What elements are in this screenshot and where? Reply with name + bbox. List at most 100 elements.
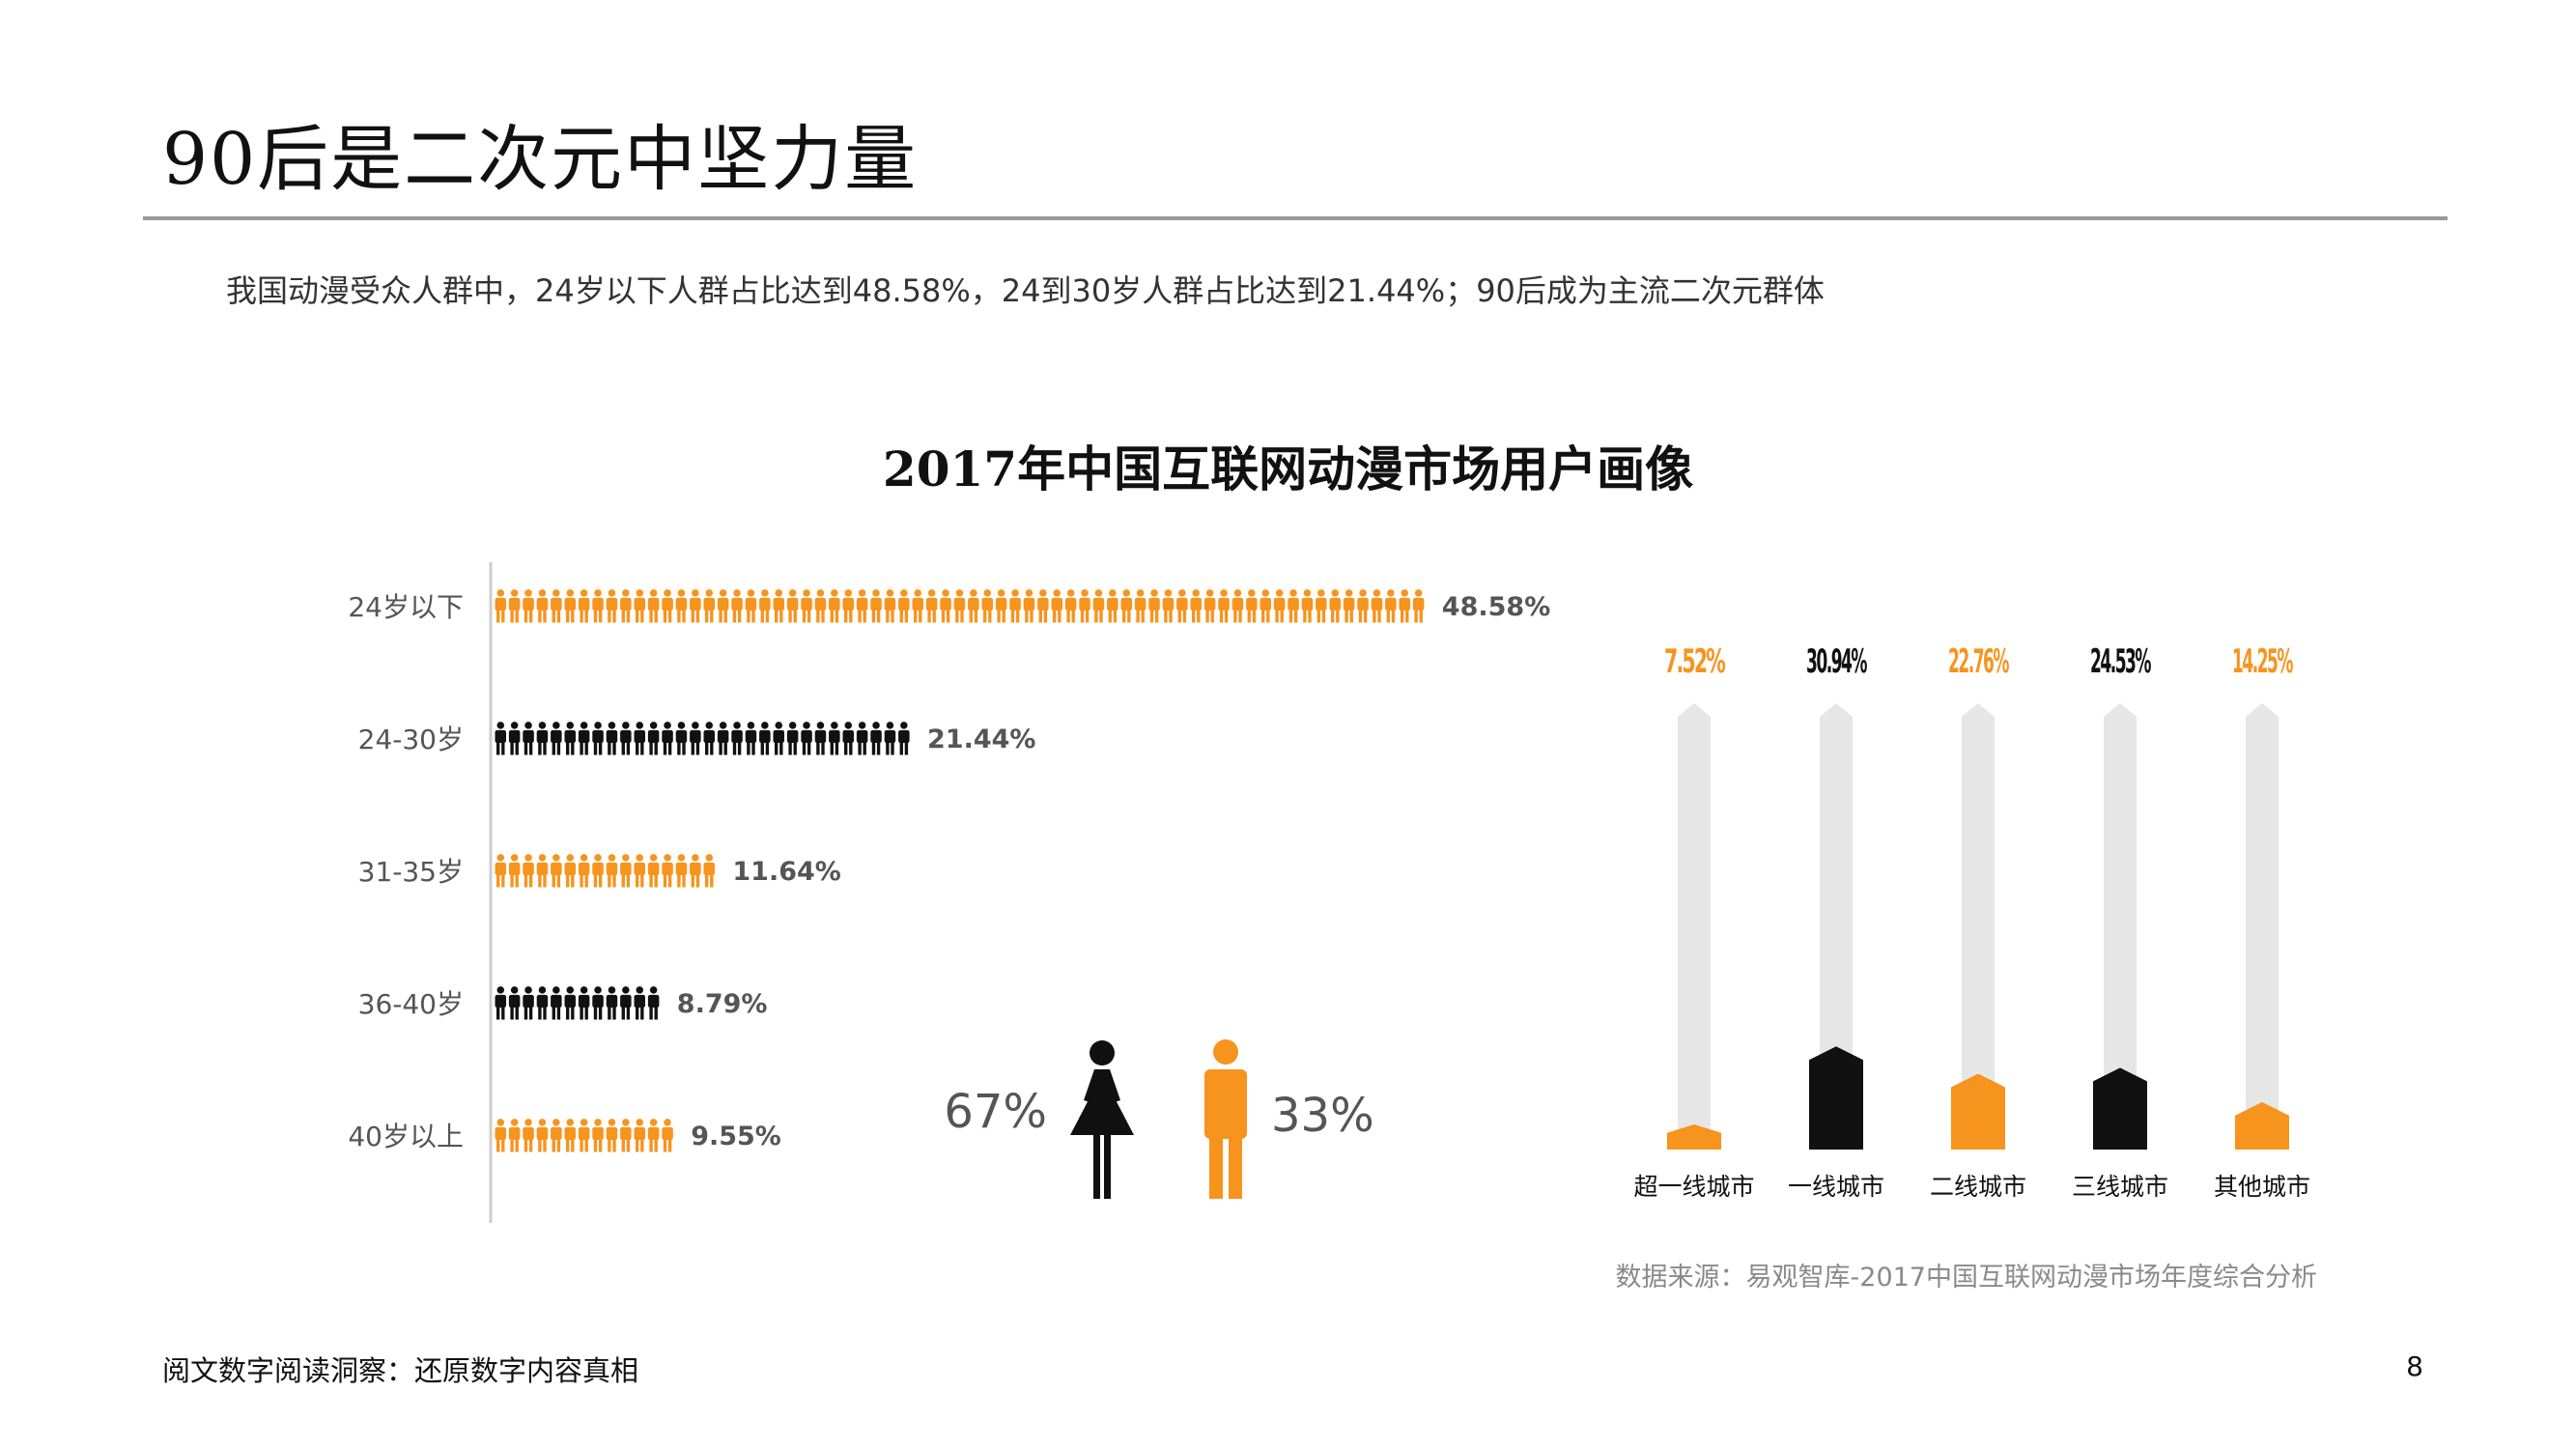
person-icon: [592, 722, 604, 755]
city-column: 24.53% 三线城市: [2072, 642, 2168, 1201]
age-value-label: 48.58%: [1442, 592, 1550, 622]
person-icon: [620, 1119, 632, 1152]
person-icon: [606, 986, 618, 1020]
person-icon: [981, 589, 993, 623]
person-icon: [508, 722, 521, 755]
city-bar: [1809, 1046, 1863, 1150]
city-column: 30.94% 一线城市: [1788, 642, 1884, 1201]
city-distribution-chart: 7.52% 超一线城市 30.94% 一线城市 22.76% 二线城市 24.53% 三线城市…: [1633, 642, 2310, 1201]
city-category-label: 超一线城市: [1633, 1173, 1754, 1201]
person-icon: [690, 854, 701, 888]
city-track: [1678, 703, 1711, 1150]
person-icon: [842, 589, 854, 623]
person-icon: [1301, 589, 1314, 623]
person-icon: [647, 1119, 660, 1152]
person-icon: [495, 589, 506, 623]
city-value-label: 30.94%: [1806, 642, 1867, 681]
person-icon: [1273, 589, 1286, 623]
person-icon: [1162, 589, 1175, 623]
person-icon: [829, 589, 840, 623]
person-icon: [870, 589, 882, 623]
person-icon: [1148, 589, 1160, 623]
person-icon: [592, 854, 604, 888]
person-icon: [690, 722, 701, 755]
person-icon: [662, 854, 673, 888]
person-icon: [662, 589, 673, 623]
male-value-label: 33%: [1271, 1089, 1374, 1143]
person-icon: [620, 722, 632, 755]
person-icon: [523, 986, 534, 1020]
person-icon: [536, 722, 549, 755]
age-row: 24-30岁 21.44%: [358, 722, 1035, 755]
person-icon: [508, 986, 521, 1020]
person-icon: [495, 986, 506, 1020]
person-icon: [620, 986, 632, 1020]
person-icon: [634, 589, 645, 623]
gender-chart: 67% 33%: [944, 1039, 1374, 1199]
age-value-label: 11.64%: [732, 857, 840, 887]
person-icon: [495, 854, 506, 888]
person-icon: [745, 722, 757, 755]
female-icon: [1070, 1040, 1134, 1199]
person-icon: [759, 722, 771, 755]
age-category-label: 40岁以上: [348, 1121, 464, 1152]
city-bar: [1667, 1124, 1721, 1150]
age-value-label: 8.79%: [677, 989, 768, 1019]
person-icon: [703, 854, 715, 888]
person-icon: [814, 589, 827, 623]
person-icon: [606, 589, 618, 623]
person-icon: [1357, 589, 1369, 623]
person-icon: [898, 722, 910, 755]
person-icon: [953, 589, 966, 623]
city-track: [1820, 703, 1853, 1150]
person-icon: [495, 722, 506, 755]
page-number: 8: [2406, 1350, 2423, 1382]
age-value-label: 21.44%: [927, 724, 1035, 754]
person-icon: [523, 589, 534, 623]
city-bar: [2235, 1101, 2289, 1150]
city-track: [1962, 703, 1995, 1150]
person-icon: [1092, 589, 1105, 623]
city-value-label: 22.76%: [1948, 642, 2009, 681]
person-icon: [578, 589, 590, 623]
title-divider: [143, 216, 2448, 220]
person-icon: [1176, 589, 1188, 623]
person-icon: [1107, 589, 1118, 623]
person-icon: [508, 854, 521, 888]
person-icon: [606, 722, 618, 755]
footer-text: 阅文数字阅读洞察：还原数字内容真相: [162, 1354, 639, 1387]
person-icon: [1203, 589, 1216, 623]
city-value-label: 14.25%: [2232, 642, 2293, 681]
person-icon: [786, 589, 799, 623]
person-icon: [1412, 589, 1425, 623]
person-icon: [551, 986, 562, 1020]
person-icon: [1064, 589, 1077, 623]
person-icon: [703, 589, 715, 623]
city-track: [2104, 703, 2137, 1150]
person-icon: [536, 986, 549, 1020]
city-bar: [2093, 1067, 2147, 1150]
person-icon: [523, 854, 534, 888]
person-icon: [1329, 589, 1341, 623]
age-category-label: 31-35岁: [358, 856, 464, 888]
person-icon: [1316, 589, 1327, 623]
person-icon: [551, 722, 562, 755]
person-icon: [731, 589, 743, 623]
person-icon: [606, 1119, 618, 1152]
person-icon: [578, 854, 590, 888]
person-icon: [1371, 589, 1383, 623]
person-icon: [801, 589, 812, 623]
person-icon: [884, 589, 896, 623]
person-icon: [829, 722, 840, 755]
city-column: 7.52% 超一线城市: [1633, 642, 1754, 1201]
person-icon: [647, 854, 660, 888]
age-category-label: 24岁以下: [348, 591, 464, 623]
person-icon: [1037, 589, 1049, 623]
person-icon: [647, 722, 660, 755]
person-icon: [634, 1119, 645, 1152]
person-icon: [801, 722, 812, 755]
chart-title: 2017年中国互联网动漫市场用户画像: [882, 440, 1694, 497]
city-track: [2246, 703, 2279, 1150]
person-icon: [564, 589, 576, 623]
person-icon: [551, 854, 562, 888]
